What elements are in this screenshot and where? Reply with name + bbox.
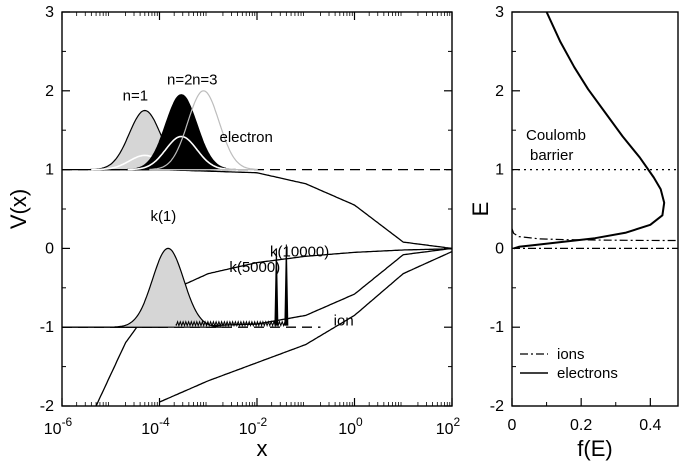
left-ytick-label: 2 [45,83,54,100]
right-ytick-label: 2 [495,83,504,100]
wavepacket-1 [126,94,236,171]
left-ytick-label: -2 [40,398,54,415]
annotation-2: n=3 [192,71,217,88]
left-ytick-label: 1 [45,162,54,179]
wavepacket-inner-1 [127,135,235,171]
series-electron-potential [62,168,452,250]
right-y-axis-label: E [468,202,493,217]
right-ytick-label: -2 [490,398,504,415]
left-xtick-label: 10-2 [239,415,268,438]
left-y-axis-label: V(x) [6,189,31,229]
series-coulomb-repulsive [159,251,452,403]
left-xtick-label: 10-4 [141,415,170,438]
wavepacket-3 [113,247,223,328]
left-x-axis-label: x [257,436,268,461]
left-ytick-label: 3 [45,4,54,21]
right-plot-frame [511,11,679,407]
wavepacket-2 [149,90,258,171]
ion-noise-floor [175,320,287,328]
left-plot-frame [61,11,453,407]
left-xtick-label: 102 [436,415,461,438]
series-electrons [513,12,666,250]
left-plot-area [62,90,452,406]
right-ytick-label: 1 [495,162,504,179]
coulomb-label-line2: barrier [530,147,573,164]
left-xtick-label: 100 [338,415,363,438]
annotation-6: k(10000) [270,243,329,260]
spike-0 [274,248,279,326]
legend-label-ions: ions [557,346,585,363]
right-xtick-label: 0 [508,417,517,434]
annotation-3: electron [219,129,272,146]
left-ytick-label: 0 [45,240,54,257]
annotation-4: k(1) [150,208,176,225]
annotation-1: n=2 [167,71,192,88]
right-plot-area [512,12,678,250]
right-x-axis-label: f(E) [577,436,612,461]
right-ytick-label: 3 [495,4,504,21]
series-ions [512,228,678,242]
left-ytick-label: -1 [40,319,54,336]
legend-label-electrons: electrons [557,365,618,382]
annotation-7: ion [334,313,354,330]
annotation-5: k(5000) [229,259,280,276]
spike-1 [284,244,289,326]
right-ytick-label: -1 [490,319,504,336]
right-xtick-label: 0.4 [639,417,661,434]
left-xtick-label: 10-6 [44,415,73,438]
right-xtick-label: 0.2 [570,417,592,434]
right-ytick-label: 0 [495,240,504,257]
annotation-0: n=1 [123,87,148,104]
coulomb-label-line1: Coulomb [526,127,586,144]
